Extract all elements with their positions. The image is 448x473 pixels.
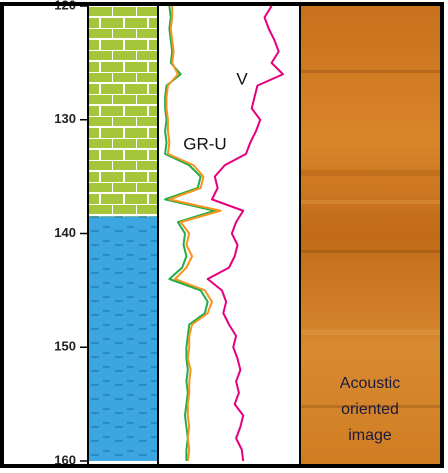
log-curve: [165, 6, 222, 462]
log-curve: [206, 5, 284, 462]
lithology-pattern: [88, 6, 158, 217]
y-tick-label: 160: [54, 452, 76, 467]
image-label-line: oriented: [341, 401, 399, 418]
curve-label: V: [236, 69, 248, 88]
y-tick-label: 140: [54, 225, 76, 240]
lithology-pattern: [88, 216, 158, 461]
y-tick-label: 130: [54, 111, 76, 126]
image-label: Acoustic oriented image: [340, 375, 400, 444]
image-label-line: image: [348, 427, 392, 444]
image-stripes: [300, 70, 440, 408]
acoustic-image: [300, 4, 440, 466]
y-tick-label: 150: [54, 339, 76, 354]
frame: [0, 2, 444, 468]
curve-label: GR-U: [183, 134, 226, 153]
image-label-line: Acoustic: [340, 375, 400, 392]
y-tick-label: 120: [54, 0, 76, 12]
